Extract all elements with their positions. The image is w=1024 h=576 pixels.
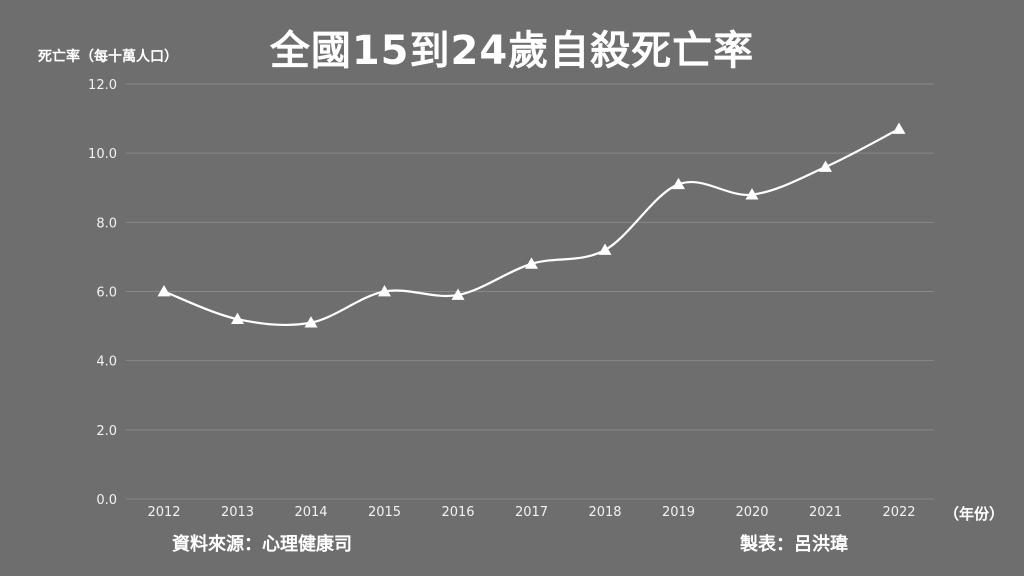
data-point-marker (892, 122, 906, 134)
x-tick-label: 2017 (515, 505, 548, 520)
y-axis-ticks: 0.0 2.0 4.0 6.0 8.0 10.0 12.0 (88, 78, 117, 508)
data-point-marker (304, 316, 318, 328)
x-tick-label: 2013 (221, 505, 254, 520)
data-point-marker (819, 160, 832, 172)
y-tick-label: 4.0 (96, 355, 117, 370)
data-point-marker (598, 243, 612, 255)
y-tick-label: 8.0 (96, 216, 117, 231)
x-tick-label: 2012 (147, 505, 180, 520)
data-point-marker (745, 188, 759, 200)
grid-lines (126, 83, 934, 500)
x-tick-label: 2018 (588, 505, 621, 520)
x-axis-ticks: 2012 2013 2014 2015 2016 2017 2018 2019 2020 2021… (147, 505, 915, 520)
chart-title: 全國15到24歲自殺死亡率 (269, 28, 755, 74)
y-axis-label: 死亡率（每十萬人口） (38, 49, 178, 65)
series-markers (157, 122, 906, 328)
x-tick-label: 2014 (294, 505, 327, 520)
x-tick-label: 2021 (809, 505, 842, 520)
data-point-marker (451, 288, 465, 300)
data-source: 資料來源：心理健康司 (172, 534, 352, 555)
x-tick-label: 2015 (368, 505, 401, 520)
x-tick-label: 2019 (662, 505, 695, 520)
y-tick-label: 10.0 (88, 147, 117, 162)
x-tick-label: 2022 (882, 505, 915, 520)
chart-credit: 製表：呂洪瑋 (740, 534, 848, 555)
data-point-marker (525, 257, 538, 269)
y-tick-label: 12.0 (88, 78, 117, 93)
series-line (163, 127, 900, 327)
x-axis-label: （年份） (944, 505, 1005, 523)
data-point-marker (157, 285, 171, 297)
data-point-marker (378, 285, 391, 297)
y-tick-label: 0.0 (96, 493, 117, 508)
x-tick-label: 2016 (441, 505, 474, 520)
y-tick-label: 2.0 (96, 424, 117, 439)
data-point-marker (231, 312, 244, 325)
y-tick-label: 6.0 (96, 286, 117, 301)
x-tick-label: 2020 (735, 505, 768, 520)
data-point-marker (672, 177, 685, 190)
